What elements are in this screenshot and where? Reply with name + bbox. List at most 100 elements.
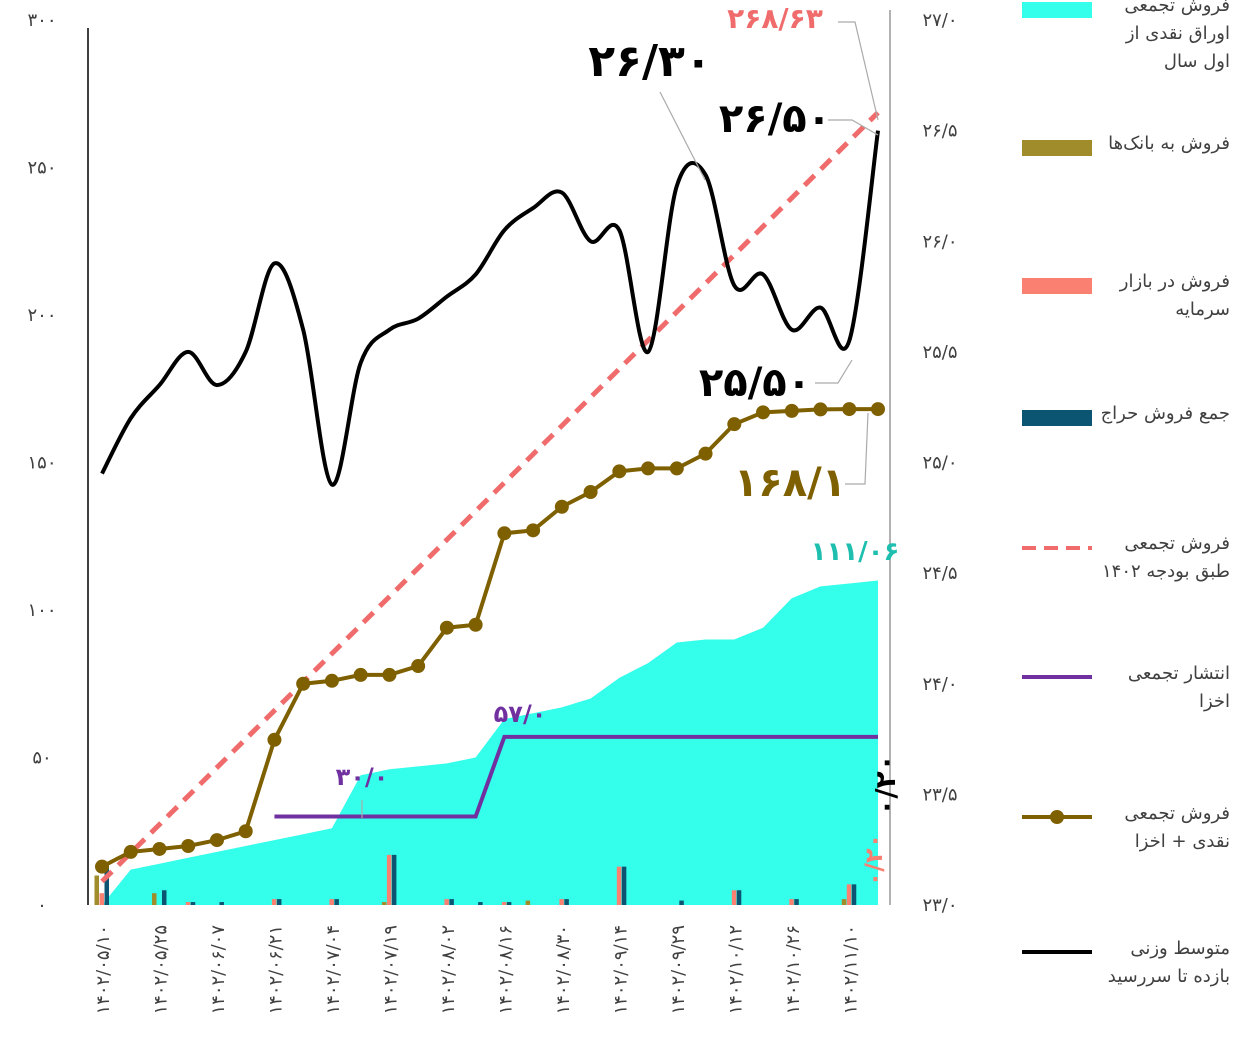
- bar-banks: [94, 875, 99, 905]
- legend-label: جمع فروش حراج: [1100, 403, 1230, 424]
- bar-auction-total: [161, 890, 167, 905]
- cash-akhza-point: [756, 405, 771, 420]
- x-tick-label: ۱۴۰۲/۰۵/۱۰: [93, 925, 114, 1014]
- legend-label: فروش تجمعی اوراق نقدی از اول سال: [1124, 0, 1230, 72]
- bar-auction-total: [334, 899, 339, 905]
- yield-last-label: ۲۶/۵۰: [719, 96, 831, 142]
- cash-akhza-point: [641, 461, 656, 476]
- bar-capital-market: [789, 899, 794, 905]
- area-cumulative-cash: [102, 580, 878, 905]
- yield-peak-label: ۲۶/۳۰: [588, 36, 712, 87]
- cash-akhza-point: [181, 839, 196, 853]
- bar-banks: [151, 893, 157, 905]
- y-right-tick-label: ۲۵/۵: [922, 342, 957, 363]
- cash-akhza-point: [324, 673, 339, 688]
- cash-akhza-point: [526, 523, 541, 538]
- y-left-tick-label: ۲۰۰: [27, 305, 56, 326]
- cash-akhza-point: [411, 659, 426, 674]
- y-right-tick-label: ۲۳/۰: [922, 895, 957, 916]
- budget-line-series: [100, 110, 880, 884]
- bar-auction-total: [449, 899, 454, 905]
- legend-swatch: [1022, 410, 1092, 426]
- bar-auction-total: [190, 902, 196, 905]
- bar-auction-total: [851, 884, 857, 905]
- x-tick-label: ۱۴۰۲/۱۰/۲۶: [783, 925, 804, 1014]
- x-tick-label: ۱۴۰۲/۰۹/۱۴: [610, 925, 631, 1014]
- bar-capital-market: [444, 899, 449, 905]
- bar-capital-market: [386, 854, 392, 905]
- budget-line: [100, 110, 880, 884]
- cash-akhza-point: [497, 526, 512, 541]
- x-tick-label: ۱۴۰۲/۰۶/۲۱: [265, 925, 286, 1014]
- cash-akhza-point: [382, 667, 397, 682]
- leader-line: [659, 91, 706, 181]
- legend-item: فروش تجمعی اوراق نقدی از اول سال: [1000, 0, 1250, 112]
- legend-item: فروش در بازار سرمایه: [1000, 268, 1250, 388]
- bar-auction-total: [506, 902, 512, 905]
- bar-banks: [525, 900, 531, 905]
- legend-swatch: [1022, 546, 1092, 550]
- legend-item: فروش تجمعی نقدی + اخزا: [1000, 800, 1250, 920]
- y-right-tick-label: ۲۳/۵: [922, 784, 957, 805]
- area-series-cumulative-cash: [102, 580, 878, 905]
- budget-end-label: ۲۶۸/۶۳: [727, 2, 823, 35]
- akhza-line-series: [274, 734, 878, 819]
- cash-akhza-point: [554, 499, 569, 514]
- legend-swatch: [1022, 950, 1092, 954]
- cash-akhza-point: [152, 841, 167, 856]
- bar-capital-market: [271, 899, 277, 905]
- leader-line: [845, 412, 869, 485]
- cash-akhza-point: [727, 417, 742, 432]
- cash-akhza-point: [95, 859, 109, 874]
- akhza-small-label-b: ۰/۲۰: [860, 834, 888, 887]
- bar-auction-total: [104, 863, 109, 905]
- x-tick-label: ۱۴۰۲/۰۸/۰۲: [438, 925, 459, 1014]
- bar-auction-total: [736, 890, 742, 905]
- x-tick-label: ۱۴۰۲/۰۸/۳۰: [553, 925, 574, 1014]
- bar-auction-total: [679, 900, 684, 905]
- bar-capital-market: [846, 884, 852, 905]
- y-right-tick-label: ۲۷/۰: [922, 10, 957, 31]
- leader-line: [828, 119, 879, 136]
- bar-capital-market: [501, 902, 507, 905]
- bar-capital-market: [329, 899, 334, 905]
- legend-item: متوسط وزنی بازده تا سررسید: [1000, 935, 1250, 1055]
- cash-akhza-point: [784, 403, 799, 418]
- legend-swatch: [1022, 140, 1092, 156]
- legend-item: فروش تجمعی طبق بودجه ۱۴۰۲: [1000, 530, 1250, 650]
- y-left-tick-label: ۳۰۰: [27, 10, 56, 31]
- x-tick-label: ۱۴۰۲/۰۸/۱۶: [495, 925, 516, 1014]
- cash-akhza-point: [871, 402, 885, 417]
- axes: ۰ ۵۰ ۱۰۰ ۱۵۰ ۲۰۰ ۲۵۰ ۳۰۰ ۲۳/۰ ۲۳/۵ ۲۴/۰ ۲۴/۵ ۲۵/۰ ۲۵…: [27, 10, 958, 1015]
- cash-akhza-point: [468, 617, 483, 632]
- bar-auction-total: [564, 899, 569, 905]
- bar-banks: [381, 902, 387, 905]
- y-right-tick-label: ۲۵/۰: [922, 453, 957, 474]
- legend-label: انتشار تجمعی اخزا: [1127, 663, 1230, 712]
- legend-swatch: [1022, 278, 1092, 294]
- y-right-tick-label: ۲۶/۵: [922, 121, 957, 142]
- leader-line: [838, 21, 879, 121]
- cash-akhza-point: [583, 485, 598, 499]
- area-last-label: ۱۱۱/۰۶: [811, 537, 900, 567]
- bar-capital-market: [185, 902, 191, 905]
- y-right-tick-label: ۲۴/۵: [922, 563, 957, 584]
- cash-akhza-point: [238, 824, 253, 839]
- legend-swatch: [1022, 810, 1092, 824]
- x-tick-label: ۱۴۰۲/۰۵/۲۵: [150, 925, 171, 1014]
- y-left-tick-label: ۲۵۰: [27, 158, 56, 179]
- annotations: ۲۶۸/۶۳ ۲۶/۳۰ ۲۶/۵۰ ۲۵/۵۰ ۱۶۸/۱ ۱۱۱/۰۶ ۳۰…: [336, 2, 902, 886]
- cash-akhza-point: [669, 461, 684, 476]
- cash-akhza-point: [209, 833, 224, 848]
- bar-auction-total: [478, 902, 483, 905]
- cash-akhza-line-series: [95, 402, 885, 874]
- cash-akhza-point: [612, 464, 627, 479]
- leader-line: [815, 359, 853, 384]
- combo-chart: ۰ ۵۰ ۱۰۰ ۱۵۰ ۲۰۰ ۲۵۰ ۳۰۰ ۲۳/۰ ۲۳/۵ ۲۴/۰ ۲۴/۵ ۲۵/۰ ۲۵…: [27, 2, 958, 1015]
- legend-marker: [1050, 810, 1064, 824]
- bar-auction-total: [276, 899, 282, 905]
- y-right-tick-label: ۲۶/۰: [922, 231, 957, 252]
- cash-last-label: ۱۶۸/۱: [734, 460, 846, 506]
- cash-akhza-point: [353, 667, 368, 682]
- x-tick-label: ۱۴۰۲/۰۶/۰۷: [208, 925, 229, 1015]
